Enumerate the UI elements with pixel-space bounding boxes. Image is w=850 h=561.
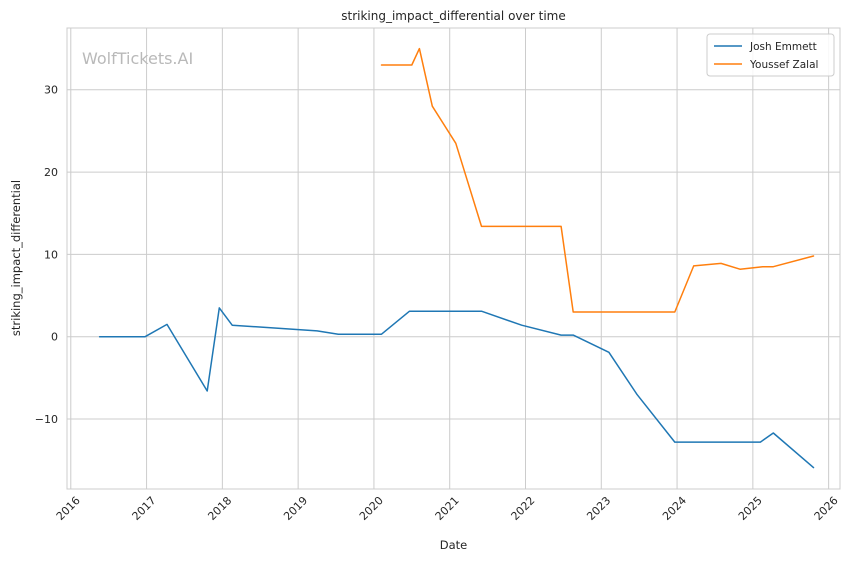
legend: Josh Emmett Youssef Zalal — [706, 33, 835, 77]
y-axis-title: striking_impact_differential — [9, 180, 23, 336]
y-tick-labels: −10 0 10 20 30 — [35, 84, 58, 426]
series-line-josh-emmett — [98, 307, 815, 469]
legend-label-youssef-zalal: Youssef Zalal — [749, 59, 818, 71]
plot-area — [67, 28, 840, 489]
y-tick-label: 30 — [44, 84, 58, 97]
chart-title: striking_impact_differential over time — [341, 9, 566, 23]
legend-box — [706, 33, 835, 77]
series-lines — [98, 47, 815, 469]
grid — [67, 28, 840, 489]
y-tick-label: 10 — [44, 248, 58, 261]
x-axis-title: Date — [440, 538, 468, 552]
y-tick-label: 20 — [44, 166, 58, 179]
plot-frame — [66, 27, 841, 490]
legend-label-josh-emmett: Josh Emmett — [749, 41, 817, 53]
y-tick-label: −10 — [35, 413, 58, 426]
series-line-youssef-zalal — [380, 47, 815, 313]
y-tick-label: 0 — [51, 331, 58, 344]
watermark-text: WolfTickets.AI — [82, 49, 193, 68]
